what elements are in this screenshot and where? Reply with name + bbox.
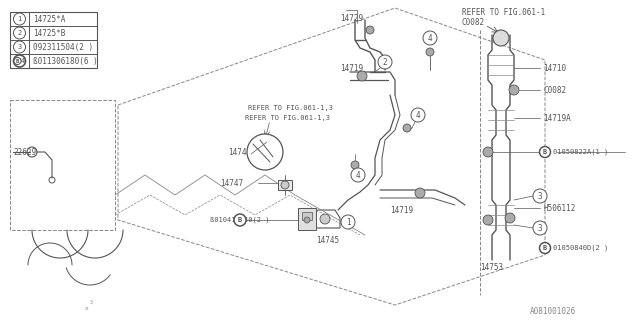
Circle shape	[357, 71, 367, 81]
Circle shape	[540, 147, 550, 157]
Circle shape	[13, 55, 26, 67]
Circle shape	[415, 188, 425, 198]
Circle shape	[247, 134, 283, 170]
Circle shape	[351, 161, 359, 169]
Text: REFER TO FIG.061-1,3: REFER TO FIG.061-1,3	[245, 115, 330, 121]
Text: A081001026: A081001026	[530, 308, 576, 316]
Circle shape	[281, 181, 289, 189]
Circle shape	[403, 124, 411, 132]
Circle shape	[378, 55, 392, 69]
Text: 01050840D(2 ): 01050840D(2 )	[553, 245, 608, 251]
Text: B: B	[238, 217, 242, 223]
Text: H506112: H506112	[543, 204, 575, 212]
Text: B: B	[543, 245, 547, 251]
Circle shape	[13, 13, 26, 25]
Text: C0082: C0082	[462, 18, 485, 27]
Circle shape	[423, 31, 437, 45]
Text: 14719: 14719	[340, 63, 363, 73]
Text: 092311504(2 ): 092311504(2 )	[33, 43, 93, 52]
Circle shape	[533, 221, 547, 235]
Bar	[298, 208, 316, 230]
Text: 4: 4	[17, 58, 22, 64]
Text: 14729: 14729	[340, 13, 363, 22]
Bar	[302, 212, 312, 220]
Text: C0082: C0082	[543, 85, 566, 94]
Circle shape	[13, 41, 26, 53]
Circle shape	[304, 217, 310, 223]
Circle shape	[234, 214, 246, 226]
Circle shape	[320, 214, 330, 224]
Circle shape	[509, 85, 519, 95]
Text: 4: 4	[416, 110, 420, 119]
Text: 01050822A(1 ): 01050822A(1 )	[553, 149, 608, 155]
Text: x: x	[85, 306, 89, 310]
Text: 4: 4	[428, 34, 432, 43]
Text: B: B	[16, 59, 19, 63]
Circle shape	[13, 27, 26, 39]
Circle shape	[533, 189, 547, 203]
Text: 14725*A: 14725*A	[33, 14, 65, 23]
Circle shape	[540, 243, 550, 253]
Text: 1: 1	[17, 16, 22, 22]
Text: 1: 1	[346, 218, 350, 227]
Text: 3: 3	[90, 300, 93, 305]
Circle shape	[341, 215, 355, 229]
Text: 14725*B: 14725*B	[33, 28, 65, 37]
Circle shape	[483, 215, 493, 225]
Bar	[10, 12, 97, 68]
Text: ß011306180(6 ): ß011306180(6 )	[33, 57, 98, 66]
Text: B: B	[543, 149, 547, 155]
Text: REFER TO FIG.061-1: REFER TO FIG.061-1	[462, 7, 545, 17]
Text: 14747: 14747	[220, 179, 243, 188]
Bar	[10, 100, 115, 230]
Text: 4: 4	[356, 171, 360, 180]
Text: 2: 2	[383, 58, 387, 67]
Circle shape	[426, 48, 434, 56]
Circle shape	[505, 213, 515, 223]
Circle shape	[366, 26, 374, 34]
Text: 14745: 14745	[316, 236, 339, 244]
Circle shape	[14, 58, 21, 65]
Circle shape	[493, 30, 509, 46]
Text: 3: 3	[538, 191, 542, 201]
Text: ß010410140(2 ): ß010410140(2 )	[210, 217, 269, 223]
Text: 2: 2	[17, 30, 22, 36]
Circle shape	[411, 108, 425, 122]
Text: REFER TO FIG.061-1,3: REFER TO FIG.061-1,3	[248, 105, 333, 111]
Text: 14710: 14710	[543, 63, 566, 73]
Circle shape	[483, 147, 493, 157]
Text: 14719A: 14719A	[543, 114, 571, 123]
Text: 3: 3	[538, 223, 542, 233]
Text: 22629: 22629	[13, 148, 36, 156]
Circle shape	[351, 168, 365, 182]
Text: 14753: 14753	[480, 263, 503, 273]
Text: 14719: 14719	[390, 205, 413, 214]
Text: 3: 3	[17, 44, 22, 50]
Text: 4: 4	[20, 58, 24, 64]
Text: 14741: 14741	[228, 148, 251, 156]
Bar	[278, 180, 292, 190]
